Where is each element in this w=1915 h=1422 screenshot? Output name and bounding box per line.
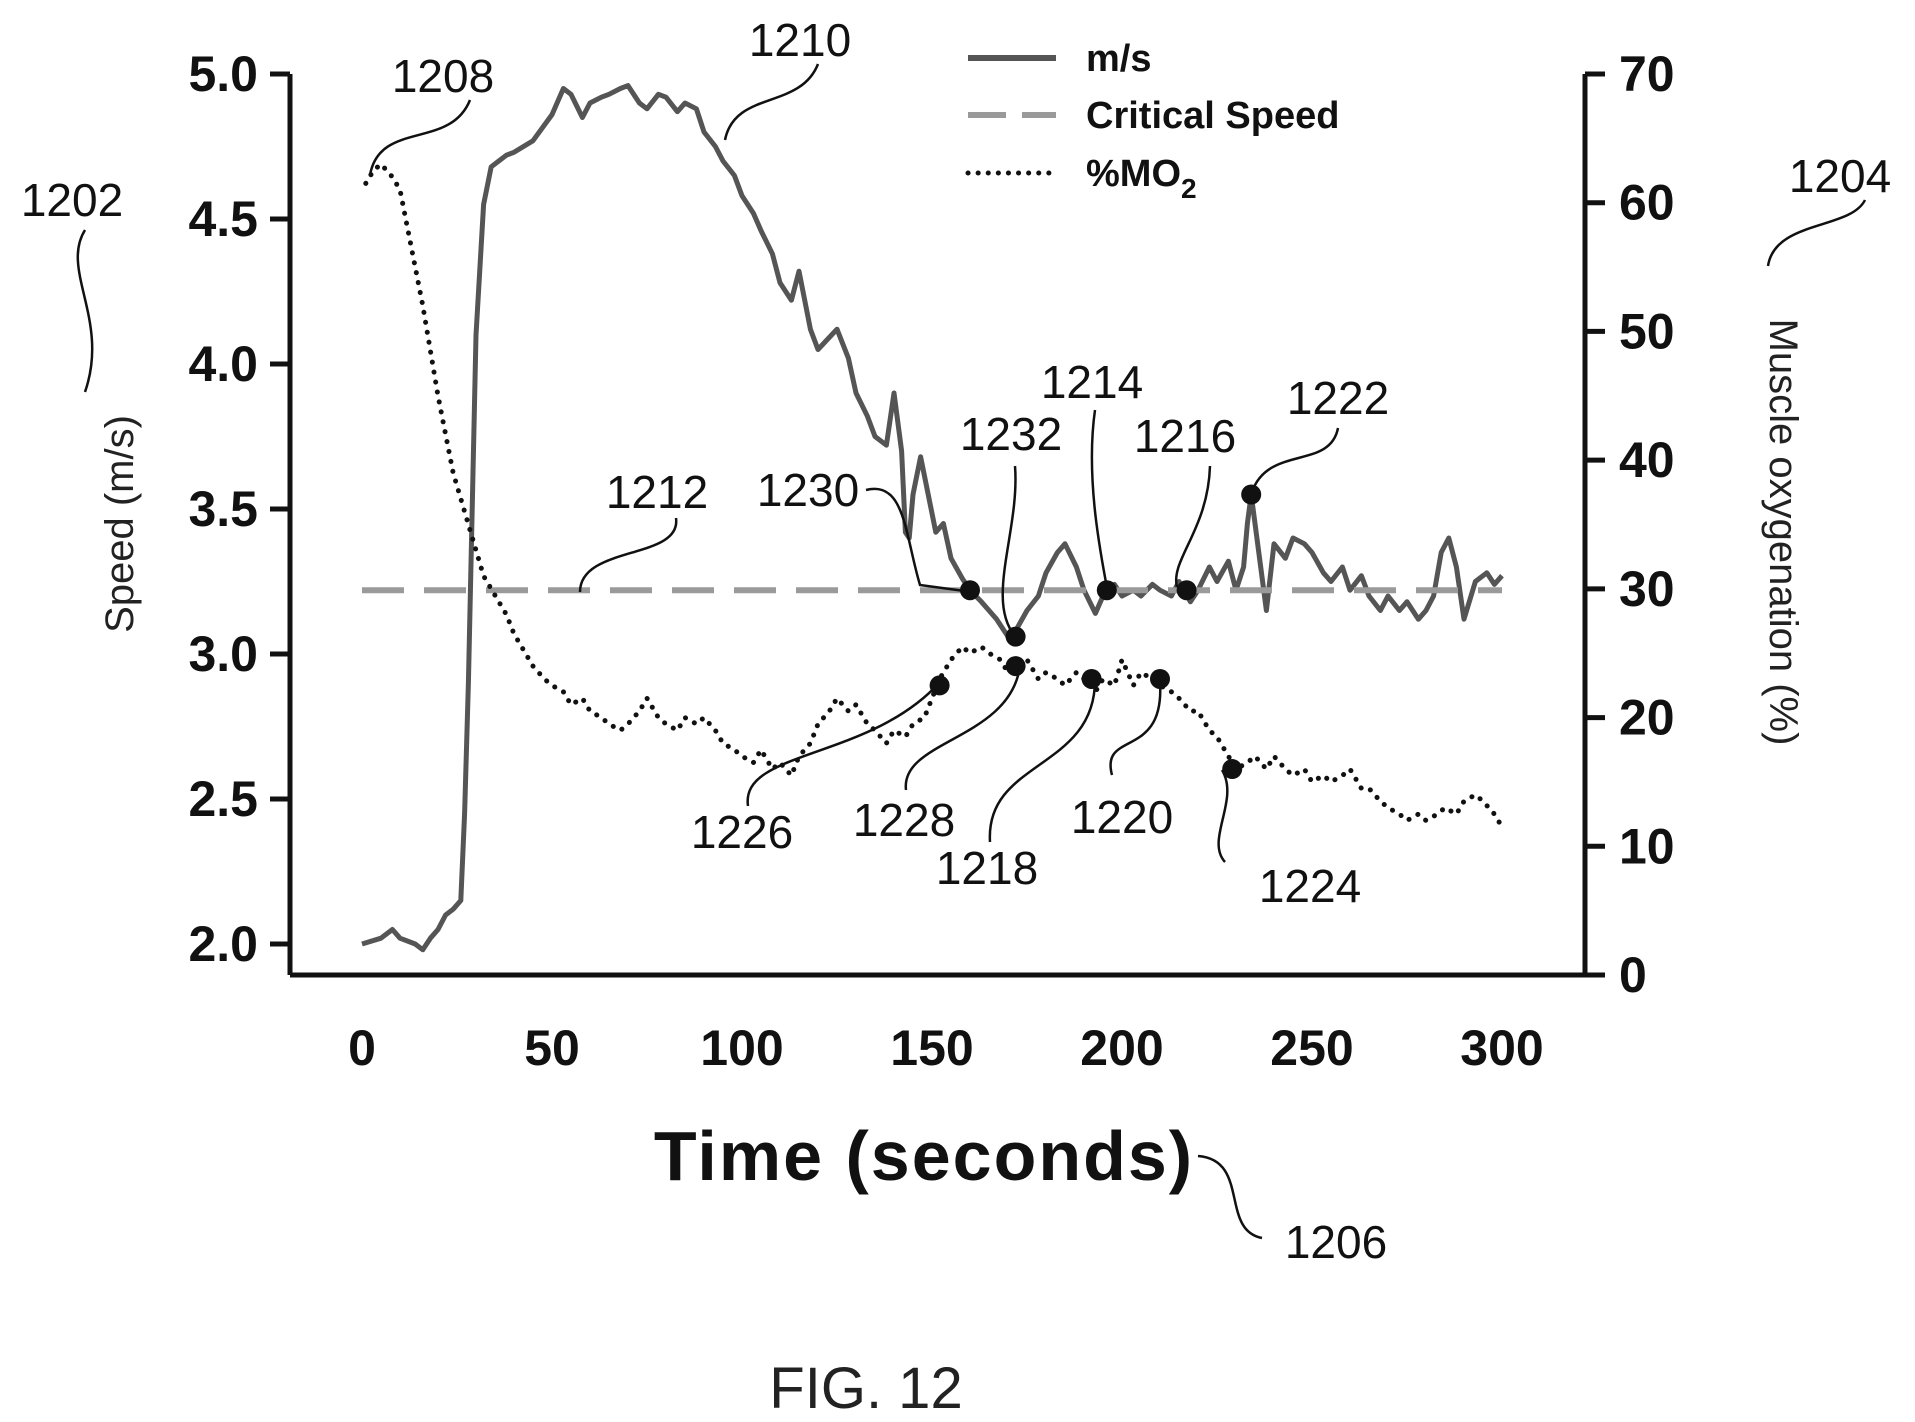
x-tick-label: 250 bbox=[1270, 1020, 1353, 1076]
y-right-tick-label: 40 bbox=[1619, 432, 1675, 488]
figure-caption: FIG. 12 bbox=[769, 1356, 962, 1421]
reference-leader-line bbox=[1197, 1154, 1263, 1240]
y-right-tick-label: 60 bbox=[1619, 175, 1675, 231]
reference-leader-line bbox=[578, 517, 678, 593]
y-left-tick-label: 4.5 bbox=[188, 191, 258, 247]
reference-numeral-1206: 1206 bbox=[1285, 1216, 1387, 1268]
reference-numeral-1230: 1230 bbox=[757, 464, 859, 516]
data-point-marker bbox=[929, 675, 950, 696]
reference-leader-line bbox=[865, 487, 973, 594]
x-tick-label: 50 bbox=[524, 1020, 580, 1076]
y-right-tick-label: 30 bbox=[1619, 561, 1675, 617]
legend-label: m/s bbox=[1086, 38, 1151, 80]
y-left-tick-label: 2.5 bbox=[188, 771, 258, 827]
reference-numeral-1214: 1214 bbox=[1041, 356, 1143, 408]
chart-series-layer bbox=[361, 83, 1505, 953]
chart-legend: m/s Critical Speed %MO2 bbox=[965, 38, 1339, 204]
reference-numeral-1224: 1224 bbox=[1259, 860, 1361, 912]
y-right-axis-title: Muscle oxygenation (%) bbox=[1761, 319, 1805, 746]
data-point-marker bbox=[960, 580, 980, 601]
y-right-tick-label: 50 bbox=[1619, 303, 1675, 359]
reference-numeral-1228: 1228 bbox=[853, 794, 955, 846]
reference-numeral-1204: 1204 bbox=[1789, 150, 1891, 202]
reference-leader-line bbox=[1090, 409, 1109, 589]
data-point-marker bbox=[1176, 580, 1197, 601]
legend-label-main: %MO bbox=[1086, 153, 1181, 195]
y-left-axis-title: Speed (m/s) bbox=[98, 415, 142, 633]
y-left-tick-label: 5.0 bbox=[188, 46, 258, 102]
reference-leader-line bbox=[1766, 199, 1867, 267]
reference-numeral-1220: 1220 bbox=[1071, 791, 1173, 843]
reference-leader-line bbox=[76, 229, 94, 393]
reference-numeral-1210: 1210 bbox=[749, 14, 851, 66]
reference-leader-line bbox=[1001, 465, 1017, 637]
reference-numeral-1208: 1208 bbox=[392, 50, 494, 102]
legend-label: %MO2 bbox=[1086, 153, 1197, 204]
reference-leader-line bbox=[1217, 769, 1229, 863]
reference-numeral-1202: 1202 bbox=[21, 174, 123, 226]
y-left-tick-label: 3.0 bbox=[188, 626, 258, 682]
legend-label: Critical Speed bbox=[1086, 95, 1339, 137]
data-point-marker bbox=[1241, 484, 1262, 505]
x-tick-label: 150 bbox=[890, 1020, 973, 1076]
reference-numeral-1218: 1218 bbox=[936, 842, 1038, 894]
speed-series-line bbox=[361, 83, 1504, 953]
y-left-tick-label: 4.0 bbox=[188, 336, 258, 392]
reference-numeral-1222: 1222 bbox=[1287, 372, 1389, 424]
data-point-marker bbox=[1222, 759, 1243, 780]
y-right-tick-label: 70 bbox=[1619, 46, 1675, 102]
reference-leader-line bbox=[904, 665, 1022, 791]
reference-leader-line bbox=[723, 63, 820, 141]
x-tick-label: 0 bbox=[348, 1020, 376, 1076]
legend-label-subscript: 2 bbox=[1181, 173, 1197, 204]
data-point-marker bbox=[1005, 626, 1026, 647]
data-point-marker bbox=[1081, 668, 1102, 689]
reference-leader-line bbox=[368, 99, 472, 176]
y-right-tick-label: 20 bbox=[1619, 690, 1675, 746]
y-right-tick-label: 0 bbox=[1619, 947, 1647, 1003]
reference-leader-line bbox=[1250, 427, 1340, 493]
x-tick-label: 200 bbox=[1080, 1020, 1163, 1076]
y-left-tick-label: 3.5 bbox=[188, 481, 258, 537]
chart-marker-layer bbox=[929, 484, 1262, 780]
data-point-marker bbox=[1096, 580, 1117, 601]
reference-numeral-1212: 1212 bbox=[606, 466, 708, 518]
muscle-oxygenation-series-line bbox=[363, 161, 1505, 830]
reference-numeral-1216: 1216 bbox=[1134, 410, 1236, 462]
reference-numeral-1226: 1226 bbox=[691, 806, 793, 858]
reference-leader-line bbox=[746, 681, 941, 807]
reference-leader-line bbox=[1109, 681, 1162, 776]
chart-tick-labels: 2.0 2.5 3.0 3.5 4.0 4.5 5.0 0 10 20 30 40 50 60 70 0 50 1… bbox=[188, 46, 1674, 1076]
chart-axes bbox=[270, 71, 1605, 978]
data-point-marker bbox=[1005, 656, 1026, 677]
x-axis-title: Time (seconds) bbox=[654, 1117, 1194, 1195]
y-left-tick-label: 2.0 bbox=[188, 916, 258, 972]
reference-numeral-1232: 1232 bbox=[960, 408, 1062, 460]
reference-leader-line bbox=[1174, 465, 1212, 588]
x-tick-label: 300 bbox=[1460, 1020, 1543, 1076]
reference-leader-line bbox=[988, 679, 1097, 843]
data-point-marker bbox=[1150, 668, 1170, 689]
x-tick-label: 100 bbox=[700, 1020, 783, 1076]
y-right-tick-label: 10 bbox=[1619, 818, 1675, 874]
